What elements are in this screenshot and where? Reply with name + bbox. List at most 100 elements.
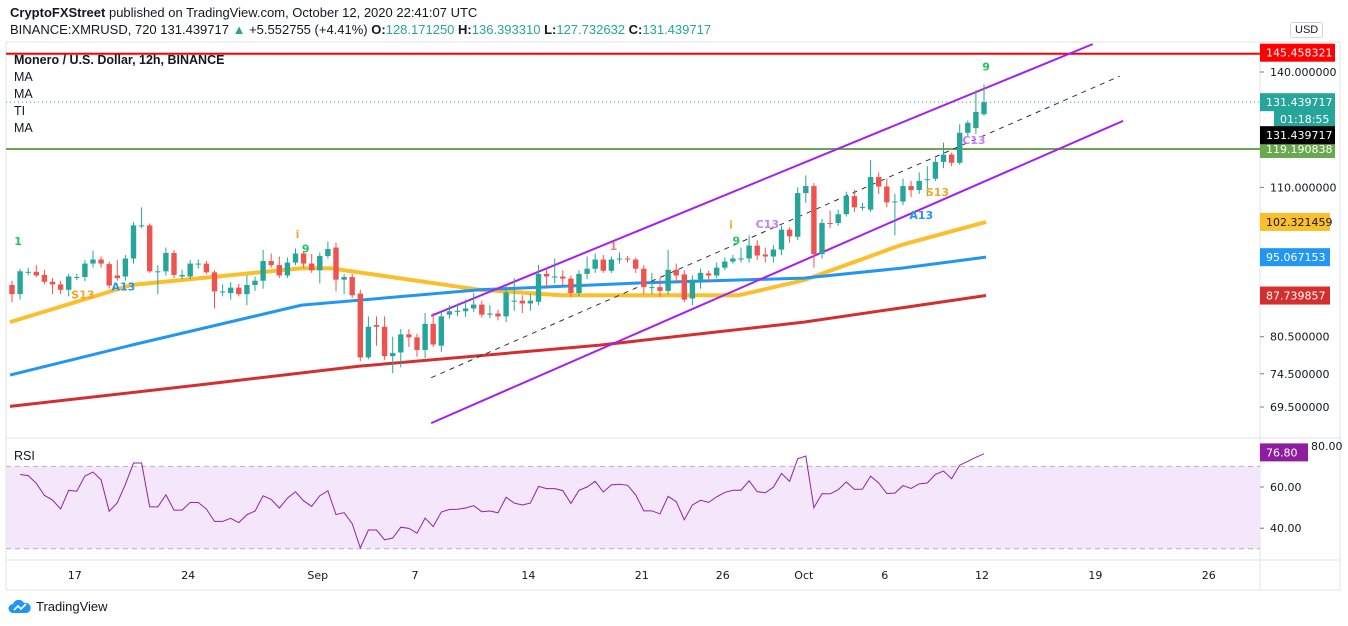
- candle-body: [90, 259, 96, 264]
- candle-body: [398, 334, 404, 353]
- price-label-1: 102.321459: [1266, 216, 1332, 229]
- candle-body: [187, 263, 193, 277]
- candle-body: [341, 277, 347, 280]
- candle-body: [211, 272, 218, 292]
- candle-body: [705, 273, 712, 276]
- indicator-ti[interactable]: TI: [14, 104, 26, 118]
- indicator-ma-1[interactable]: MA: [14, 70, 33, 84]
- candle-body: [333, 247, 339, 280]
- channel-lower-line: [430, 119, 1124, 425]
- candle-body: [924, 179, 930, 181]
- candle-body: [495, 313, 501, 317]
- candle-body: [365, 326, 372, 358]
- horizontal-line-label-0-bg: [1260, 43, 1335, 62]
- candle-body: [284, 262, 291, 276]
- horizontal-line-label-1: 119.190838: [1266, 143, 1332, 156]
- candle-body: [697, 272, 704, 280]
- candle-body: [576, 273, 582, 294]
- candle-body: [665, 269, 671, 291]
- candle-body: [325, 249, 331, 256]
- crosshair-price-label-bg: [1260, 126, 1335, 145]
- candle-body: [130, 225, 137, 259]
- candle-body: [689, 279, 696, 299]
- y-tick-label: 140.000000: [1270, 66, 1336, 79]
- publisher-name[interactable]: CryptoFXStreet: [10, 5, 106, 20]
- candle-body: [884, 186, 890, 203]
- candle-body: [900, 186, 906, 202]
- candle-body: [973, 111, 979, 129]
- last-price: 131.439717: [160, 22, 229, 37]
- candle-body: [738, 258, 744, 260]
- horizontal-line-label-1-bg: [1260, 139, 1335, 158]
- rsi-value-label: 76.80: [1266, 446, 1298, 459]
- low-value: 127.732632: [556, 22, 626, 37]
- candle-body: [41, 274, 48, 282]
- indicator-rsi[interactable]: RSI: [14, 449, 35, 463]
- candle-body: [300, 253, 307, 264]
- candle-body: [203, 263, 210, 273]
- y-tick-label: 74.500000: [1270, 368, 1330, 381]
- candle-body: [57, 284, 64, 290]
- candle-body: [746, 245, 752, 259]
- candle-body: [195, 263, 201, 265]
- candle-body: [9, 284, 15, 295]
- candle-body: [778, 229, 785, 250]
- rsi-band-fill: [6, 466, 1260, 549]
- chart-frame: [5, 41, 1341, 591]
- candle-body: [827, 223, 833, 225]
- candle-body: [867, 177, 874, 210]
- candle-body: [122, 258, 129, 277]
- close-value: 131.439717: [642, 22, 712, 37]
- candle-body: [471, 304, 477, 309]
- candle-body: [155, 271, 161, 273]
- candle-body: [543, 273, 550, 277]
- candle-body: [422, 323, 428, 350]
- candle-body: [219, 291, 226, 293]
- candle-body: [74, 277, 80, 279]
- candle-body: [795, 193, 801, 237]
- candle-body: [430, 323, 436, 345]
- signal-label: C13: [756, 218, 779, 231]
- candle-body: [803, 186, 809, 194]
- candle-body: [381, 326, 388, 357]
- currency-badge[interactable]: USD: [1290, 22, 1324, 38]
- indicator-ma-3[interactable]: MA: [14, 121, 33, 135]
- candle-body: [228, 287, 234, 294]
- candle-body: [17, 271, 23, 295]
- candle-body: [819, 223, 825, 254]
- published-text: published on TradingView.com, October 12…: [105, 5, 478, 20]
- candle-body: [762, 254, 768, 257]
- candle-body: [981, 102, 987, 115]
- x-tick-label: 6: [881, 569, 888, 582]
- candle-body: [851, 196, 858, 208]
- signal-label: i: [729, 218, 733, 231]
- candle-body: [49, 281, 56, 285]
- candle-body: [82, 263, 88, 278]
- horizontal-line-label-0: 145.458321: [1266, 47, 1332, 60]
- publish-info: CryptoFXStreet published on TradingView.…: [10, 5, 477, 20]
- rsi-tick-label: 60.00: [1270, 481, 1302, 494]
- price-label-3-bg: [1260, 286, 1330, 305]
- candle-body: [268, 261, 274, 266]
- candle-body: [535, 273, 542, 302]
- signal-label: C13: [962, 134, 985, 147]
- candle-body: [106, 264, 112, 286]
- candle-body: [171, 252, 177, 275]
- candle-body: [568, 278, 574, 294]
- candle-body: [252, 280, 258, 285]
- signal-label: A13: [111, 280, 135, 293]
- y-tick-label: 110.000000: [1270, 181, 1336, 194]
- cloud-logo-icon: [8, 599, 31, 613]
- channel-upper-line: [430, 43, 1094, 317]
- indicator-ma-2[interactable]: MA: [14, 87, 33, 101]
- signal-label: S13: [926, 186, 949, 199]
- candle-body: [859, 206, 866, 208]
- high-label: H:: [458, 22, 472, 37]
- candle-body: [657, 287, 663, 291]
- candle-body: [940, 154, 947, 162]
- candle-body: [673, 269, 679, 276]
- moving-average-line-2: [9, 294, 987, 408]
- tradingview-logo[interactable]: TradingView: [8, 598, 108, 614]
- candle-body: [624, 258, 631, 260]
